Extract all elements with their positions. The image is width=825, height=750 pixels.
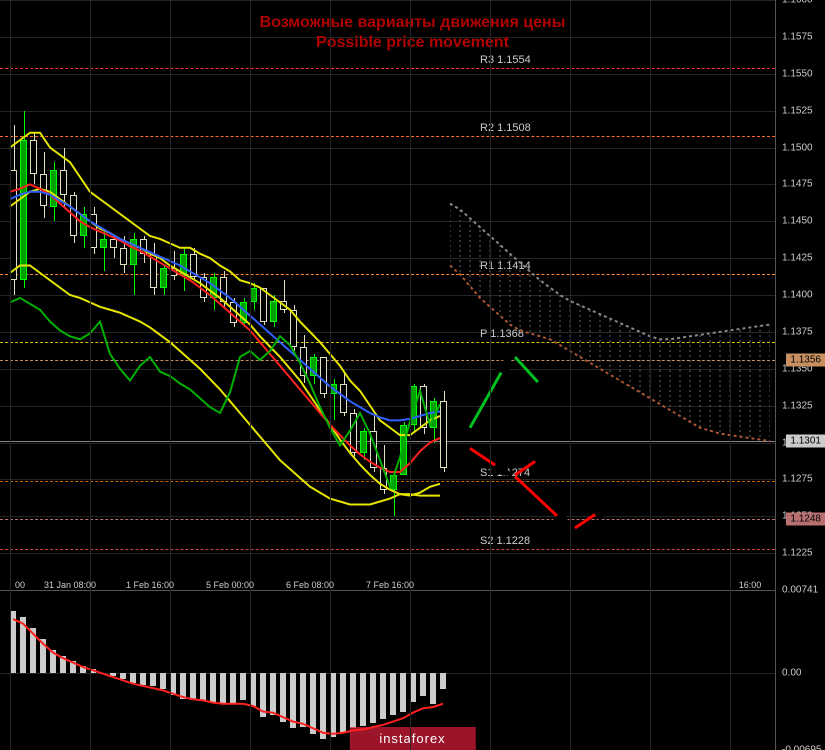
gridline-v <box>570 0 571 750</box>
x-axis: 00 31 Jan 08:00 1 Feb 16:00 5 Feb 00:00 6 Fe… <box>0 580 775 594</box>
chart-svg-overlay <box>0 0 775 590</box>
y-tick-label: 1.1475 <box>782 179 813 190</box>
gridline-v <box>10 0 11 750</box>
y-tick-label: 1.1275 <box>782 474 813 485</box>
y-tick-label: 1.1525 <box>782 105 813 116</box>
gridline-v <box>490 0 491 750</box>
price-tag: 1.1301 <box>786 435 825 448</box>
price-axis: 1.16001.15751.15501.15251.15001.14751.14… <box>775 0 825 590</box>
x-tick-label: 00 <box>15 580 25 590</box>
x-tick-label: 16:00 <box>739 580 762 590</box>
y-tick-label: 1.1600 <box>782 0 813 6</box>
ind-y-tick-label: -0.00695 <box>782 745 821 750</box>
x-tick-label: 5 Feb 00:00 <box>206 580 254 590</box>
gridline-v <box>730 0 731 750</box>
y-tick-label: 1.1450 <box>782 216 813 227</box>
y-tick-label: 1.1425 <box>782 253 813 264</box>
x-tick-label: 31 Jan 08:00 <box>44 580 96 590</box>
indicator-svg-overlay <box>0 590 775 750</box>
price-tag: 1.1356 <box>786 353 825 366</box>
ind-y-tick-label: 0.00 <box>782 667 801 678</box>
gridline-v <box>90 0 91 750</box>
indicator-axis: 0.007410.00-0.00695 <box>775 590 825 750</box>
x-tick-label: 6 Feb 08:00 <box>286 580 334 590</box>
gridline-v <box>410 0 411 750</box>
price-tag: 1.1248 <box>786 513 825 526</box>
y-tick-label: 1.1500 <box>782 142 813 153</box>
y-tick-label: 1.1325 <box>782 400 813 411</box>
y-tick-label: 1.1375 <box>782 326 813 337</box>
trading-chart-container: { "layout": { "width": 825, "height": 75… <box>0 0 825 750</box>
gridline-v <box>250 0 251 750</box>
y-tick-label: 1.1225 <box>782 548 813 559</box>
ind-y-tick-label: 0.00741 <box>782 585 818 596</box>
x-tick-label: 1 Feb 16:00 <box>126 580 174 590</box>
gridline-v <box>170 0 171 750</box>
gridline-v <box>330 0 331 750</box>
y-tick-label: 1.1400 <box>782 290 813 301</box>
y-tick-label: 1.1550 <box>782 68 813 79</box>
gridline-v <box>650 0 651 750</box>
x-tick-label: 7 Feb 16:00 <box>366 580 414 590</box>
